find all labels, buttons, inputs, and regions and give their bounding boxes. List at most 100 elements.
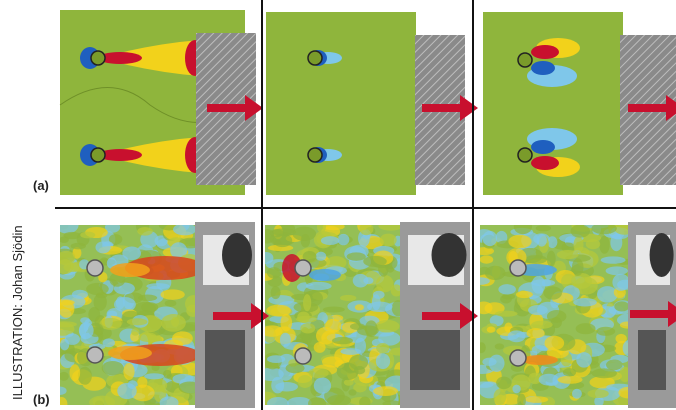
speckle (71, 243, 86, 250)
wake (531, 45, 559, 59)
speckle (323, 306, 345, 312)
speckle (348, 389, 356, 395)
speckle (359, 397, 370, 409)
speckle (557, 250, 579, 259)
photo (638, 330, 666, 390)
speckle (102, 361, 124, 375)
speckle (123, 363, 134, 380)
figure: (a) (b) ILLUSTRATION: Johan Sjödin (0, 0, 676, 410)
photo (222, 233, 252, 277)
speckle (376, 343, 389, 353)
speckle (308, 397, 326, 409)
speckle (88, 307, 100, 322)
speckle (354, 366, 365, 374)
speckle (261, 325, 282, 336)
speckle (57, 259, 74, 274)
speckle (306, 282, 332, 290)
cylinder (510, 260, 526, 276)
speckle (296, 316, 317, 323)
speckle (316, 252, 327, 261)
cylinder (510, 350, 526, 366)
speckle (571, 225, 590, 238)
credit: ILLUSTRATION: Johan Sjödin (10, 225, 25, 400)
speckle (367, 302, 393, 312)
speckle (547, 310, 567, 323)
speckle (360, 222, 374, 235)
cylinder (295, 260, 311, 276)
speckle (487, 327, 496, 333)
speckle (93, 397, 105, 406)
hot-spot (108, 346, 152, 360)
cylinder (308, 51, 322, 65)
speckle (573, 298, 597, 306)
speckle (332, 337, 353, 344)
speckle (495, 343, 505, 349)
speckle (363, 256, 387, 267)
speckle (141, 302, 158, 312)
speckle (86, 283, 109, 295)
speckle (103, 338, 115, 347)
speckle (528, 305, 548, 315)
speckle (287, 397, 312, 409)
measured-field (49, 217, 205, 410)
cylinder (87, 347, 103, 363)
speckle (280, 333, 291, 347)
cylinder (518, 148, 532, 162)
speckle (56, 217, 79, 233)
speckle (80, 232, 95, 239)
speckle (596, 327, 615, 336)
cylinder (91, 148, 105, 162)
speckle (273, 234, 293, 247)
photo (410, 330, 460, 390)
speckle (161, 314, 186, 332)
speckle (606, 266, 628, 275)
speckle (357, 325, 379, 335)
speckle (60, 339, 69, 350)
speckle (59, 372, 69, 381)
speckle (606, 360, 623, 371)
speckle (363, 277, 373, 284)
speckle (516, 291, 533, 298)
speckle (375, 320, 399, 333)
speckle (267, 267, 282, 278)
speckle (517, 394, 526, 408)
speckle (477, 342, 485, 353)
field (266, 12, 416, 195)
speckle (475, 247, 494, 255)
measured-field (255, 218, 411, 410)
speckle (303, 294, 311, 311)
hot-spot (110, 263, 150, 277)
photo (650, 233, 674, 277)
speckle (137, 227, 153, 236)
speckle (340, 348, 361, 355)
speckle (508, 235, 531, 249)
speckle (498, 284, 516, 294)
speckle (144, 373, 164, 379)
speckle (347, 252, 366, 260)
speckle (160, 396, 179, 409)
speckle (376, 353, 390, 369)
panels (49, 10, 676, 410)
speckle (576, 323, 596, 334)
speckle (571, 273, 592, 289)
speckle (271, 286, 281, 299)
speckle (527, 328, 545, 338)
speckle (544, 336, 564, 351)
speckle (536, 234, 546, 247)
speckle (547, 251, 556, 267)
speckle (380, 234, 397, 247)
speckle (292, 227, 316, 241)
speckle (165, 300, 177, 307)
speckle (355, 304, 364, 310)
speckle (316, 327, 335, 345)
speckle (373, 386, 398, 396)
speckle (587, 389, 608, 398)
speckle (56, 299, 75, 305)
cylinder (91, 51, 105, 65)
speckle (321, 236, 339, 245)
hot-spot (309, 269, 341, 281)
speckle (300, 323, 315, 333)
speckle (138, 332, 157, 342)
speckle (280, 314, 292, 332)
label-b: (b) (33, 392, 50, 407)
